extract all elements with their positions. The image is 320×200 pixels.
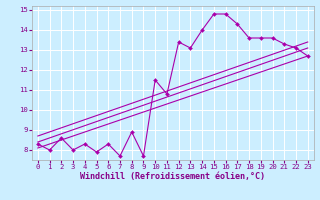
X-axis label: Windchill (Refroidissement éolien,°C): Windchill (Refroidissement éolien,°C) [80,172,265,181]
